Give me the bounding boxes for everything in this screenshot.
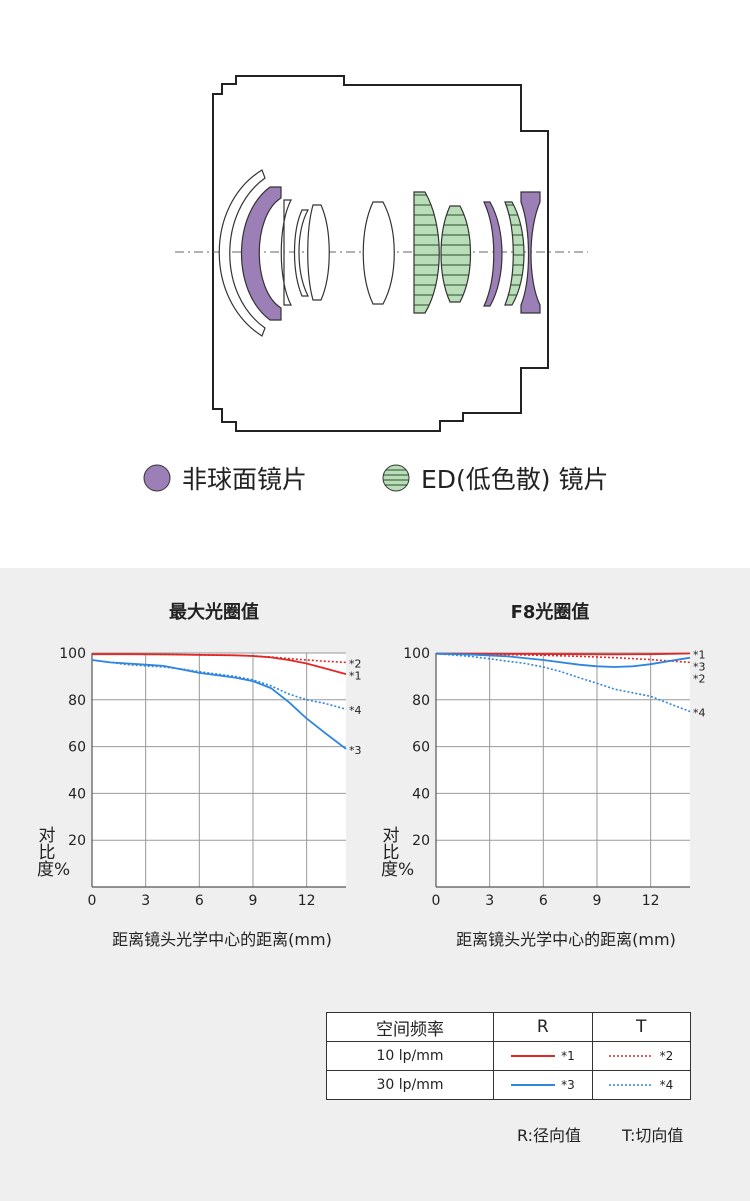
row-freq: 10 lp/mm: [326, 1041, 494, 1071]
chart1-series-label: *4: [349, 704, 362, 717]
r-label: *3: [561, 1078, 575, 1092]
chart1-xlabel: 距离镜头光学中心的距离(mm): [112, 930, 332, 949]
element-6: [362, 201, 395, 305]
chart2-series-label: *4: [693, 707, 706, 720]
legend-aspherical: 非球面镜片: [142, 458, 307, 498]
row-r-cell: *3: [493, 1070, 593, 1100]
row-t-cell: *2: [591, 1041, 691, 1071]
lens-barrel-outline: [212, 75, 549, 432]
row-freq: 30 lp/mm: [326, 1070, 494, 1100]
chart2-xlabel: 距离镜头光学中心的距离(mm): [456, 930, 676, 949]
chart1-series-label: *2: [349, 657, 362, 670]
ed-element-3: [504, 201, 525, 306]
chart1-xtick-label: 12: [298, 893, 316, 909]
chart2-series-label: *1: [693, 648, 706, 661]
table-header-row: 空间频率 R T: [326, 1012, 691, 1042]
lens-cross-section-diagram: [175, 75, 588, 432]
chart2-xtick-label: 6: [539, 893, 548, 909]
r-line-sample: [510, 1055, 555, 1057]
chart1-ytick-label: 40: [68, 786, 86, 802]
chart1-ytick-label: 20: [68, 833, 86, 849]
chart2-ytick-label: 60: [412, 740, 430, 756]
row-t-cell: *4: [591, 1070, 691, 1100]
header-freq: 空间频率: [326, 1012, 494, 1042]
chart2-xtick-label: 12: [642, 893, 660, 909]
chart2-xtick-label: 9: [593, 893, 602, 909]
chart1-ylabel: 对比度%: [37, 826, 71, 880]
aspherical-element-1: [240, 186, 282, 321]
chart1-xtick-label: 3: [141, 893, 150, 909]
chart2-series-line1: [435, 652, 691, 656]
chart2-series-line3: [435, 652, 691, 668]
chart1-xtick-label: 9: [249, 893, 258, 909]
header-r: R: [493, 1012, 593, 1042]
chart1-ytick-label: 80: [68, 693, 86, 709]
note-tangential: T:切向值: [622, 1126, 684, 1145]
lens-diagram-section: 非球面镜片 ED(低色散) 镜片: [0, 0, 750, 568]
chart1-ytick-label: 100: [59, 646, 86, 662]
chart2-ytick-label: 20: [412, 833, 430, 849]
r-line-sample: [510, 1084, 555, 1086]
chart2-series-line4: [435, 652, 691, 713]
legend-ed: ED(低色散) 镜片: [381, 458, 609, 498]
chart2-xtick-label: 0: [432, 893, 441, 909]
header-t: T: [591, 1012, 691, 1042]
chart1-xtick-label: 0: [88, 893, 97, 909]
element-4: [293, 209, 310, 297]
chart2-ytick-label: 40: [412, 786, 430, 802]
chart1-series-label: *1: [349, 669, 362, 682]
chart2-plot-area: [436, 653, 690, 887]
chart2-xtick-label: 3: [485, 893, 494, 909]
t-label: *4: [659, 1078, 674, 1092]
chart2-series-label: *3: [693, 660, 706, 673]
chart1-ytick-label: 60: [68, 740, 86, 756]
chart1-xtick-label: 6: [195, 893, 204, 909]
mtf-chart-f8: 20 40 60 80 100 0 3 6 9 12 *1*3*2 *4: [403, 646, 706, 909]
t-line-sample: [609, 1084, 654, 1086]
chart2-series-label: *2: [693, 672, 706, 685]
aspherical-swatch-icon: [143, 464, 171, 492]
mtf-chart-max-aperture: 20 40 60 80 100 0 3 6 9 12 *2*1 *4 *3: [59, 646, 362, 909]
r-label: *1: [561, 1049, 575, 1063]
aspherical-element-2: [483, 201, 503, 307]
note-radial: R:径向值: [517, 1126, 582, 1145]
ed-element-2: [440, 205, 472, 303]
chart1-series-line4: [91, 659, 347, 710]
chart2-ytick-label: 80: [412, 693, 430, 709]
chart1-series-line2: [92, 653, 347, 664]
ed-swatch-icon: [382, 464, 410, 492]
chart2-title: F8光圈值: [510, 602, 590, 623]
element-3: [280, 199, 292, 306]
spatial-frequency-table: 空间频率 R T 10 lp/mm *1 *2 30 lp/mm *3 *4: [326, 1012, 691, 1100]
ed-element-1: [413, 191, 440, 314]
chart1-series-line3: [91, 659, 347, 750]
chart2-ylabel: 对比度%: [381, 826, 415, 880]
t-line-sample: [609, 1055, 654, 1057]
front-meniscus-element: [218, 169, 266, 337]
chart1-title: 最大光圈值: [169, 602, 259, 623]
legend-ed-label: ED(低色散) 镜片: [421, 465, 609, 494]
element-5: [307, 204, 330, 301]
lens-legend: 非球面镜片 ED(低色散) 镜片: [0, 458, 750, 498]
chart1-series-label: *3: [349, 744, 362, 757]
legend-aspherical-label: 非球面镜片: [182, 465, 308, 494]
table-row: 10 lp/mm *1 *2: [326, 1041, 691, 1071]
chart2-ytick-label: 100: [403, 646, 430, 662]
row-r-cell: *1: [493, 1041, 593, 1071]
aspherical-element-3: [520, 191, 541, 314]
chart1-plot-area: [92, 653, 346, 887]
t-label: *2: [659, 1049, 674, 1063]
table-row: 30 lp/mm *3 *4: [326, 1070, 691, 1100]
